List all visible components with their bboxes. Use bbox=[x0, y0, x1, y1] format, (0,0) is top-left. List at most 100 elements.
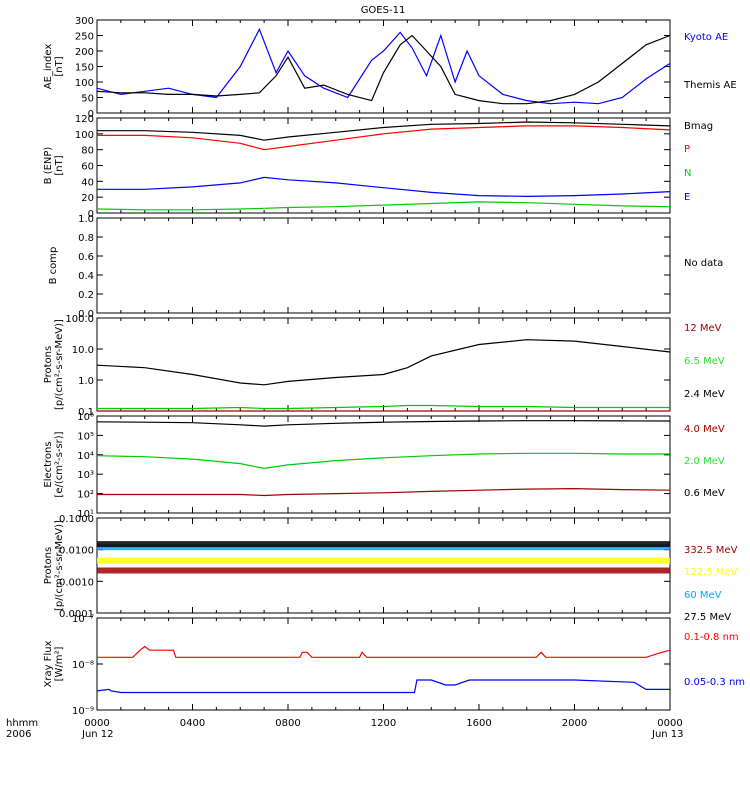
y-tick-label: 40 bbox=[81, 177, 94, 188]
y-tick-label: 0.2 bbox=[78, 290, 94, 301]
y-tick-label: 0.8 bbox=[78, 233, 94, 244]
y-tick-label: 10¹ bbox=[77, 509, 94, 520]
legend-label: 2.4 MeV bbox=[684, 389, 725, 400]
y-axis-label: [nT] bbox=[54, 155, 65, 175]
y-axis-label: [W/m²] bbox=[54, 646, 65, 681]
x-tick-label: 1600 bbox=[466, 718, 491, 729]
y-tick-label: 0.4 bbox=[78, 271, 94, 282]
time-axis-footer: hhmm 2006 Jun 12 Jun 13 0000 0400 0800 1200… bbox=[6, 718, 684, 740]
y-tick-label: 10⁵ bbox=[77, 431, 94, 442]
date-start-label: Jun 12 bbox=[81, 729, 114, 740]
panel-2: 120 100 80 60 40 20 0 B (ENP) [nT] Bmag P N E bbox=[43, 114, 713, 220]
hhmm-label: hhmm bbox=[6, 718, 38, 729]
series-kyoto-ae bbox=[96, 27, 671, 105]
series-2-0-mev bbox=[96, 452, 670, 470]
y-tick-label: 60 bbox=[81, 162, 94, 173]
y-axis-label: Xray Flux bbox=[43, 640, 54, 687]
panel-5: 10⁶ 10⁵ 10⁴ 10³ 10² 10¹ Electrons [e/(cm²-s-sr)… bbox=[43, 412, 725, 520]
panel-frame bbox=[96, 617, 671, 711]
legend-label: 332.5 MeV bbox=[684, 545, 738, 556]
y-tick-label: 0 bbox=[88, 209, 94, 220]
y-axis-label: B comp bbox=[48, 247, 59, 285]
legend-label: 60 MeV bbox=[684, 590, 722, 601]
y-tick-label: 10⁻⁷ bbox=[72, 614, 94, 625]
y-tick-label: 80 bbox=[81, 146, 94, 157]
series-6-5-mev bbox=[97, 404, 670, 410]
y-tick-label: 10³ bbox=[77, 470, 94, 481]
y-tick-label: 0.1 bbox=[78, 407, 94, 418]
panel-7: 10⁻⁷ 10⁻⁸ 10⁻⁹ Xray Flux [W/m²] 0.1-0.8 nm 0.0… bbox=[43, 614, 745, 717]
y-axis-label: Protons bbox=[43, 346, 54, 383]
legend-label: 0.05-0.3 nm bbox=[684, 677, 745, 688]
y-tick-label: 10² bbox=[77, 490, 94, 501]
y-tick-label: 150 bbox=[75, 63, 94, 74]
legend-label: No data bbox=[684, 258, 723, 269]
y-tick-label: 0.6 bbox=[78, 252, 94, 263]
y-tick-label: 1.0 bbox=[78, 376, 94, 387]
legend-label: 2.0 MeV bbox=[684, 456, 725, 467]
panel-frame bbox=[96, 415, 671, 514]
y-tick-label: 250 bbox=[75, 32, 94, 43]
y-axis-label: B (ENP) bbox=[43, 147, 54, 185]
y-tick-label: 0.0 bbox=[78, 309, 94, 320]
y-tick-label: 0.0010 bbox=[59, 577, 94, 588]
y-tick-label: 10⁻⁸ bbox=[72, 660, 94, 671]
panel-4: 100.0 10.0 1.0 0.1 Protons [p/(cm²-s-sr-MeV)]… bbox=[43, 314, 725, 418]
y-tick-label: 20 bbox=[81, 193, 94, 204]
y-axis-label: AE_index bbox=[43, 44, 54, 90]
legend-label: 0.1-0.8 nm bbox=[684, 632, 739, 643]
y-tick-label: 0.0001 bbox=[59, 609, 94, 620]
legend-label: Themis AE bbox=[683, 80, 737, 91]
y-tick-label: 50 bbox=[81, 94, 94, 105]
y-axis-label: [e/(cm²-s-sr)] bbox=[54, 431, 65, 497]
series-4-0-mev bbox=[97, 487, 671, 497]
y-axis-label: [nT] bbox=[54, 56, 65, 76]
y-tick-label: 0.0100 bbox=[59, 546, 94, 557]
y-axis-label: [p/(cm²-s-sr-MeV)] bbox=[54, 319, 65, 410]
legend-label: Bmag bbox=[684, 121, 713, 132]
series-bmag bbox=[97, 121, 671, 141]
x-tick-label: 2000 bbox=[562, 718, 587, 729]
y-tick-label: 120 bbox=[75, 114, 94, 125]
y-tick-label: 0 bbox=[88, 109, 94, 120]
y-axis-label: Protons bbox=[43, 547, 54, 584]
x-tick-label: 0000 bbox=[84, 718, 109, 729]
x-tick-label: 0400 bbox=[180, 718, 205, 729]
x-tick-label: 0800 bbox=[275, 718, 300, 729]
series-0-05-0-3-nm bbox=[96, 679, 670, 694]
x-tick-label: 0000 bbox=[657, 718, 682, 729]
date-end-label: Jun 13 bbox=[651, 729, 684, 740]
year-label: 2006 bbox=[6, 729, 31, 740]
y-axis-label: [p/(cm²-s-sr-MeV)] bbox=[54, 520, 65, 611]
y-tick-label: 100.0 bbox=[65, 314, 94, 325]
legend-label: 0.6 MeV bbox=[684, 488, 725, 499]
panel-3: 1.0 0.8 0.6 0.4 0.2 0.0 B comp No data bbox=[48, 214, 723, 320]
x-tick-label: 1200 bbox=[371, 718, 396, 729]
y-tick-label: 10⁴ bbox=[77, 451, 94, 462]
panel-6: 0.1000 0.0100 0.0010 0.0001 Protons [p/(cm²-s… bbox=[43, 514, 738, 623]
legend-label: N bbox=[684, 168, 691, 179]
chart-title: GOES-11 bbox=[361, 5, 406, 16]
y-tick-label: 10⁻⁹ bbox=[72, 706, 94, 717]
y-tick-label: 0.1000 bbox=[59, 514, 94, 525]
panel-frame bbox=[96, 517, 671, 614]
legend-label: 4.0 MeV bbox=[684, 424, 725, 435]
legend-label: P bbox=[684, 144, 690, 155]
series-2-4-mev bbox=[96, 339, 671, 386]
series-themis-ae bbox=[96, 34, 671, 105]
y-axis-label: Electrons bbox=[43, 441, 54, 487]
panel-1: 300 250 200 150 100 50 0 AE_index [nT] Kyoto AE Th… bbox=[43, 16, 737, 120]
y-tick-label: 1.0 bbox=[78, 214, 94, 225]
y-tick-label: 100 bbox=[75, 130, 94, 141]
y-tick-label: 10⁶ bbox=[77, 412, 94, 423]
panel-frame bbox=[96, 19, 671, 114]
legend-label: 122.5 MeV bbox=[684, 567, 738, 578]
y-tick-label: 100 bbox=[75, 78, 94, 89]
series-e bbox=[97, 176, 671, 198]
legend-label: 12 MeV bbox=[684, 323, 722, 334]
series-p bbox=[97, 125, 671, 151]
legend-label: 6.5 MeV bbox=[684, 356, 725, 367]
legend-label: Kyoto AE bbox=[684, 32, 728, 43]
